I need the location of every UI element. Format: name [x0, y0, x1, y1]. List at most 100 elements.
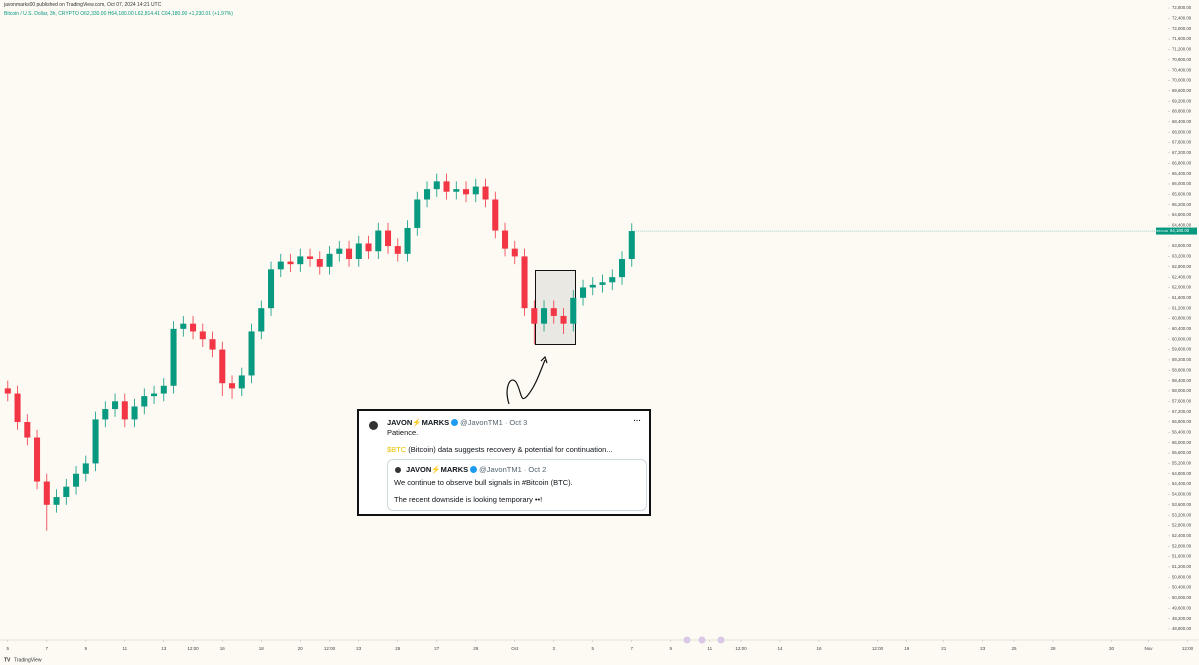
candle-body — [355, 243, 362, 260]
y-tick-label: 51,600.00 — [1172, 554, 1192, 559]
y-tick-label: 55,200.00 — [1172, 461, 1192, 466]
x-tick-label: 16 — [220, 646, 226, 651]
tweet-text: Patience. — [387, 428, 419, 437]
y-tick-label: 68,000.00 — [1172, 129, 1192, 134]
x-tick-label: 9 — [85, 646, 88, 651]
y-tick-label: 63,600.00 — [1172, 243, 1192, 248]
candle-body — [365, 243, 372, 252]
candle-body — [258, 308, 265, 332]
candle-body — [619, 259, 626, 278]
quoted-tweet[interactable]: JAVON⚡MARKS @JavonTM1 · Oct 2 We continue… — [387, 459, 647, 511]
x-tick-label: 12:00 — [735, 646, 747, 651]
y-tick-label: 65,200.00 — [1172, 202, 1192, 207]
y-tick-label: 61,200.00 — [1172, 305, 1192, 310]
x-tick-label: 11 — [122, 646, 127, 651]
avatar — [369, 421, 378, 430]
y-tick-label: 62,400.00 — [1172, 274, 1192, 279]
x-tick-label: 11 — [707, 646, 712, 651]
candle-body — [326, 253, 333, 267]
candle-body — [112, 401, 119, 410]
header: javonmarks00 published on TradingView.co… — [4, 2, 162, 8]
verified-badge — [451, 419, 459, 426]
candle-body — [453, 189, 460, 192]
x-tick-label: 7 — [46, 646, 49, 651]
y-tick-label: 62,800.00 — [1172, 264, 1192, 269]
candle-body — [160, 385, 167, 394]
candle-body — [599, 282, 606, 285]
flag — [683, 636, 691, 644]
tweet-menu[interactable]: ··· — [633, 416, 642, 425]
cashtag[interactable]: $BTC — [387, 445, 407, 454]
x-tick-label: 25 — [1011, 646, 1017, 651]
candle-body — [229, 383, 236, 389]
y-tick-label: 72,000.00 — [1172, 26, 1192, 31]
flag — [717, 636, 725, 644]
y-tick-label: 68,400.00 — [1172, 119, 1192, 124]
y-tick-label: 59,600.00 — [1172, 347, 1192, 352]
legend-line: Bitcoin / U.S. Dollar, 3h, CRYPTO O62,33… — [4, 11, 233, 17]
candle-body — [121, 401, 128, 420]
y-tick-label: 69,200.00 — [1172, 98, 1192, 103]
y-tick-label: 58,000.00 — [1172, 388, 1192, 393]
y-tick-label: 70,800.00 — [1172, 57, 1192, 62]
candle-body — [180, 323, 187, 329]
x-tick-label: 19 — [904, 646, 910, 651]
candle-body — [24, 422, 31, 438]
x-tick-label: 23 — [356, 646, 362, 651]
last-price-label: 64,180.00 — [1170, 228, 1190, 233]
y-tick-label: 66,000.00 — [1172, 181, 1192, 186]
x-tick-label: 9 — [670, 646, 673, 651]
verified-badge — [470, 466, 478, 473]
x-tick-label: Nov — [1144, 646, 1153, 651]
y-tick-label: 66,800.00 — [1172, 160, 1192, 165]
y-tick-label: 58,800.00 — [1172, 367, 1192, 372]
candle-body — [82, 463, 89, 474]
candle-body — [131, 406, 138, 420]
x-tick-label: 29 — [473, 646, 479, 651]
y-tick-label: 64,400.00 — [1172, 223, 1192, 228]
y-tick-label: 72,400.00 — [1172, 16, 1192, 21]
candle-body — [589, 284, 596, 288]
candle-body — [609, 277, 616, 283]
candle-body — [531, 308, 538, 324]
y-tick-label: 53,200.00 — [1172, 512, 1192, 517]
candle-body — [248, 331, 255, 376]
y-tick-label: 59,200.00 — [1172, 357, 1192, 362]
candle-body — [385, 230, 392, 247]
y-tick-label: 53,600.00 — [1172, 502, 1192, 507]
watermark: TradingView — [14, 657, 42, 663]
y-tick-label: 50,400.00 — [1172, 585, 1192, 590]
candle-body — [336, 248, 343, 254]
logo: TV — [4, 657, 11, 663]
y-tick-label: 70,000.00 — [1172, 78, 1192, 83]
candle-body — [463, 189, 470, 195]
candle-body — [53, 497, 60, 505]
candle-body — [521, 256, 528, 309]
highlight-box — [535, 270, 576, 345]
y-tick-label: 71,600.00 — [1172, 36, 1192, 41]
candle-body — [511, 248, 518, 257]
x-tick-label: 12:00 — [324, 646, 336, 651]
y-tick-label: 57,600.00 — [1172, 398, 1192, 403]
x-tick-label: Oct — [511, 646, 519, 651]
candle-body — [424, 189, 431, 200]
y-tick-label: 61,600.00 — [1172, 295, 1192, 300]
candle-body — [316, 259, 323, 267]
x-tick-label: 12:00 — [872, 646, 884, 651]
y-tick-label: 52,400.00 — [1172, 533, 1192, 538]
avatar — [395, 467, 401, 473]
candle-body — [375, 230, 382, 252]
x-tick-label: 27 — [434, 646, 440, 651]
event-flags — [683, 636, 725, 644]
symbol-tag: BTCUSD — [1157, 229, 1170, 233]
tweet-handle: @JavonTM1 · Oct 3 — [460, 418, 528, 427]
y-tick-label: 70,400.00 — [1172, 67, 1192, 72]
y-tick-label: 50,000.00 — [1172, 595, 1192, 600]
candle-body — [277, 261, 284, 270]
x-tick-label: 23 — [980, 646, 986, 651]
candle-body — [394, 246, 401, 254]
candle-body — [560, 315, 567, 324]
x-tick-label: 25 — [395, 646, 401, 651]
y-tick-label: 58,400.00 — [1172, 378, 1192, 383]
